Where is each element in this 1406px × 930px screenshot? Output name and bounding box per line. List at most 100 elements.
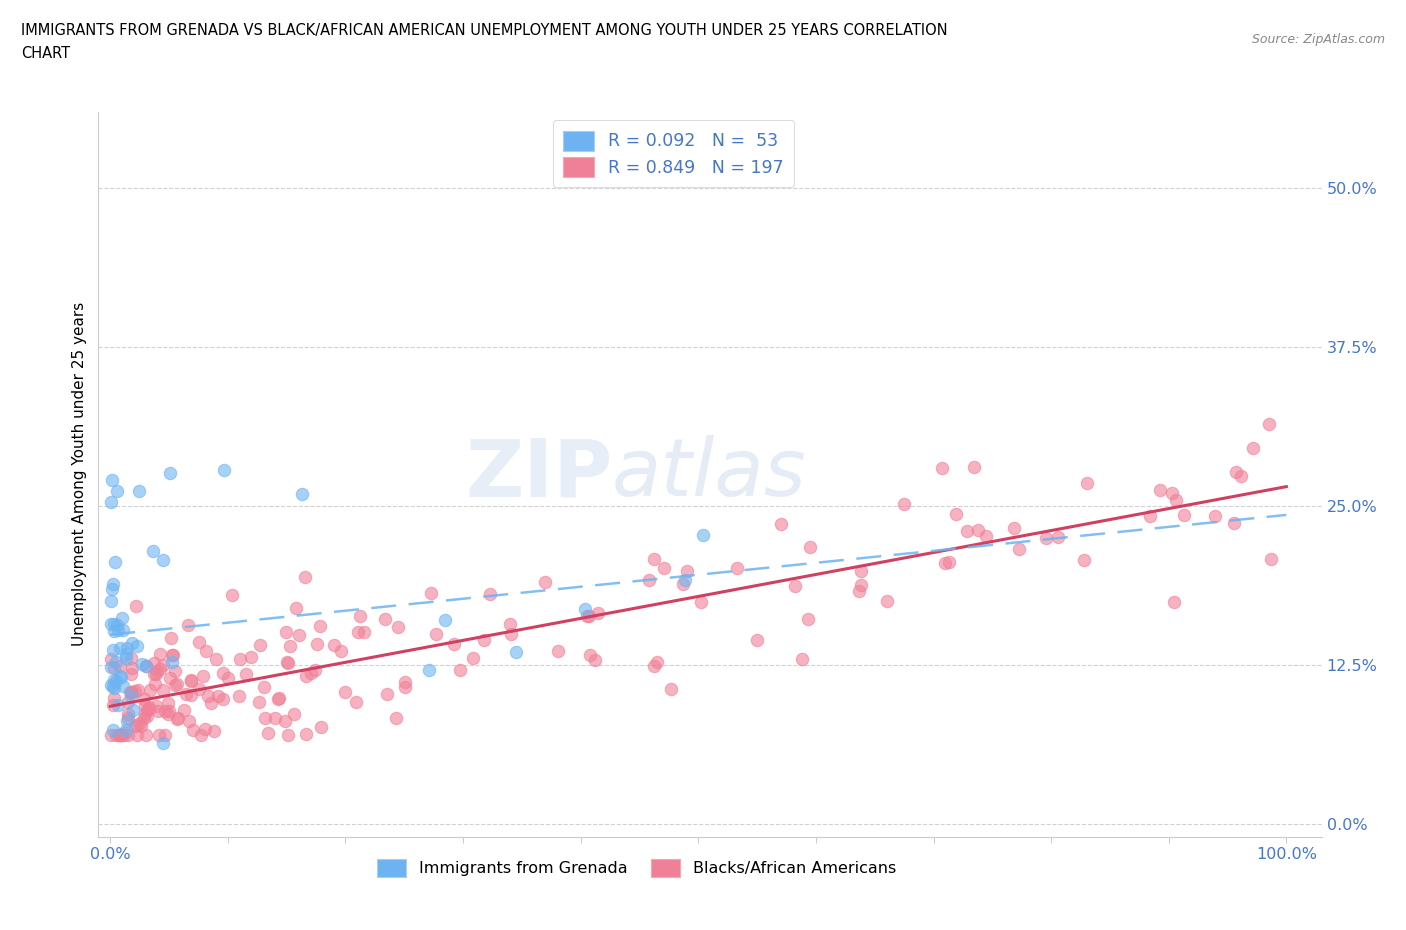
Point — [135, 728, 157, 743]
Point — [280, 638, 302, 653]
Point — [180, 672, 202, 687]
Point — [107, 623, 129, 638]
Point — [659, 682, 682, 697]
Point — [353, 624, 375, 639]
Point — [204, 724, 226, 738]
Point — [253, 711, 276, 725]
Point — [108, 640, 131, 655]
Point — [288, 627, 311, 642]
Point — [848, 583, 870, 598]
Point — [166, 676, 188, 691]
Point — [135, 658, 157, 673]
Point — [162, 648, 184, 663]
Point — [676, 564, 699, 578]
Point — [783, 578, 806, 593]
Point — [461, 650, 484, 665]
Point — [180, 688, 202, 703]
Point — [211, 692, 233, 707]
Point — [134, 698, 156, 713]
Point — [578, 608, 600, 623]
Point — [204, 652, 226, 667]
Point — [1139, 508, 1161, 523]
Point — [934, 556, 956, 571]
Point — [107, 698, 129, 713]
Point — [276, 625, 298, 640]
Point — [249, 638, 271, 653]
Point — [228, 652, 250, 667]
Point — [796, 612, 818, 627]
Point — [148, 704, 170, 719]
Point — [100, 495, 122, 510]
Point — [141, 544, 163, 559]
Point — [112, 728, 135, 743]
Point — [1047, 530, 1070, 545]
Point — [967, 523, 990, 538]
Point — [643, 551, 665, 566]
Point — [264, 711, 287, 726]
Point — [385, 711, 408, 725]
Point — [1225, 465, 1247, 480]
Point — [1241, 441, 1264, 456]
Point — [1223, 516, 1246, 531]
Point — [1002, 521, 1025, 536]
Point — [1073, 552, 1095, 567]
Point — [165, 664, 187, 679]
Point — [112, 726, 135, 741]
Point — [101, 472, 124, 487]
Point — [110, 670, 132, 684]
Point — [125, 598, 148, 613]
Point — [472, 632, 495, 647]
Point — [100, 651, 122, 666]
Point — [228, 689, 250, 704]
Point — [115, 722, 138, 737]
Point — [187, 634, 209, 649]
Point — [269, 691, 291, 706]
Point — [122, 702, 145, 717]
Text: CHART: CHART — [21, 46, 70, 61]
Point — [276, 654, 298, 669]
Point — [673, 572, 696, 587]
Point — [643, 658, 665, 673]
Point — [394, 674, 416, 689]
Point — [207, 689, 229, 704]
Point — [770, 516, 793, 531]
Y-axis label: Unemployment Among Youth under 25 years: Unemployment Among Youth under 25 years — [72, 302, 87, 646]
Point — [142, 656, 165, 671]
Point — [956, 524, 979, 538]
Point — [309, 719, 332, 734]
Point — [117, 728, 139, 743]
Point — [107, 728, 129, 743]
Point — [115, 651, 138, 666]
Point — [576, 608, 599, 623]
Point — [547, 644, 569, 658]
Point — [138, 699, 160, 714]
Point — [217, 671, 239, 685]
Point — [283, 707, 305, 722]
Point — [115, 641, 138, 656]
Point — [139, 683, 162, 698]
Point — [149, 647, 172, 662]
Point — [120, 650, 142, 665]
Point — [387, 620, 409, 635]
Point — [349, 608, 371, 623]
Point — [117, 711, 139, 725]
Point — [157, 703, 180, 718]
Point — [103, 624, 125, 639]
Point — [329, 644, 352, 658]
Point — [125, 728, 148, 743]
Point — [893, 497, 915, 512]
Point — [103, 577, 125, 591]
Point — [963, 459, 986, 474]
Point — [505, 644, 527, 659]
Point — [197, 689, 219, 704]
Point — [585, 653, 607, 668]
Point — [195, 644, 218, 658]
Point — [100, 617, 122, 631]
Point — [690, 594, 713, 609]
Point — [105, 484, 128, 498]
Point — [335, 684, 357, 699]
Point — [145, 667, 167, 682]
Point — [124, 684, 146, 698]
Point — [107, 728, 129, 743]
Point — [534, 574, 557, 589]
